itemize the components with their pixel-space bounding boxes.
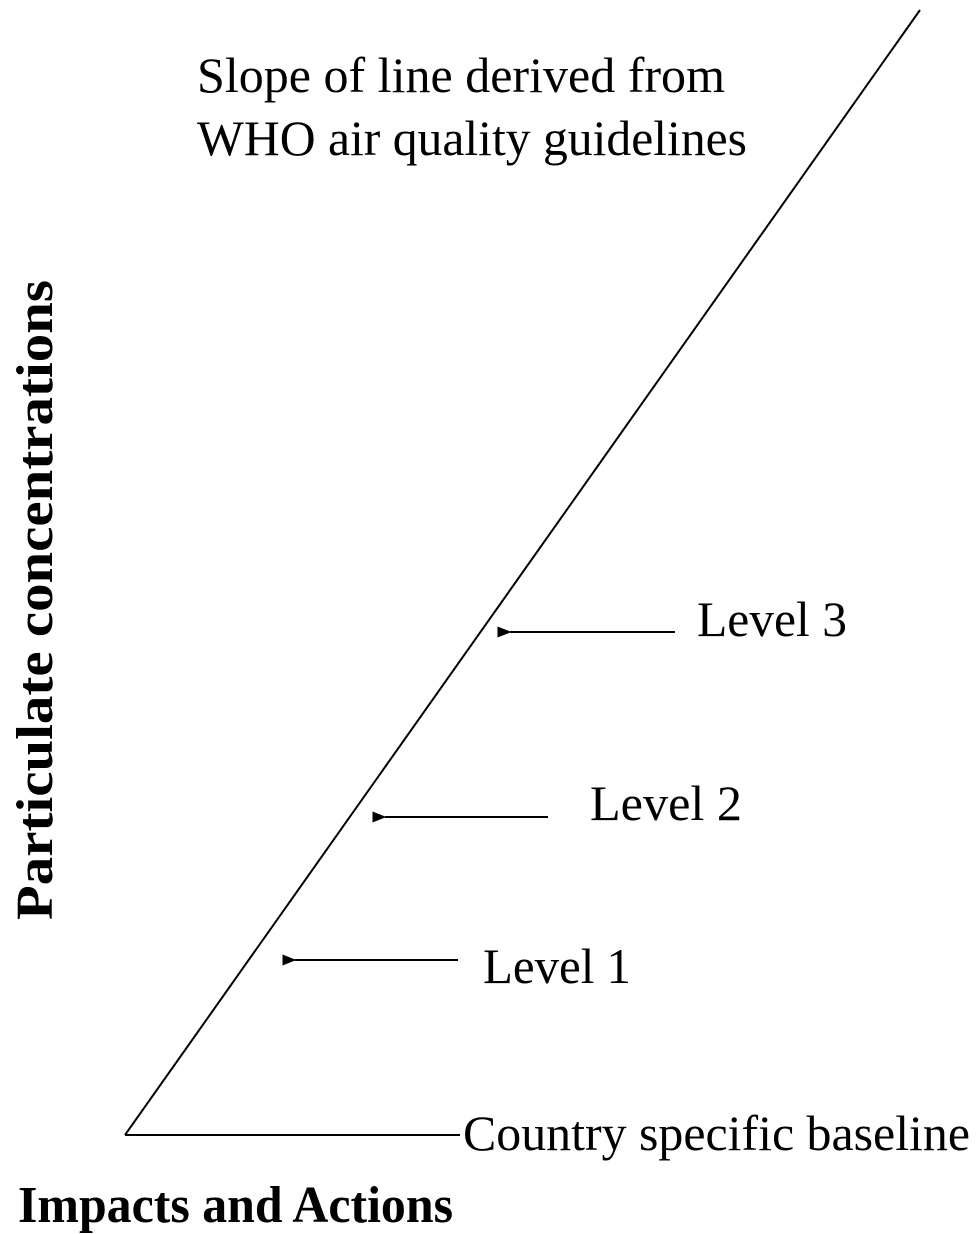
title-line: WHO air quality guidelines <box>197 110 747 166</box>
x-axis-label: Impacts and Actions <box>18 1177 453 1234</box>
baseline-label: Country specific baseline <box>463 1105 970 1161</box>
slope-line <box>124 9 921 1136</box>
title-line: Slope of line derived from <box>197 47 725 103</box>
level-label: Level 2 <box>590 775 742 831</box>
y-axis-label: Particulate concentrations <box>7 280 64 920</box>
level-label: Level 1 <box>483 938 631 994</box>
level-label: Level 3 <box>697 591 847 647</box>
